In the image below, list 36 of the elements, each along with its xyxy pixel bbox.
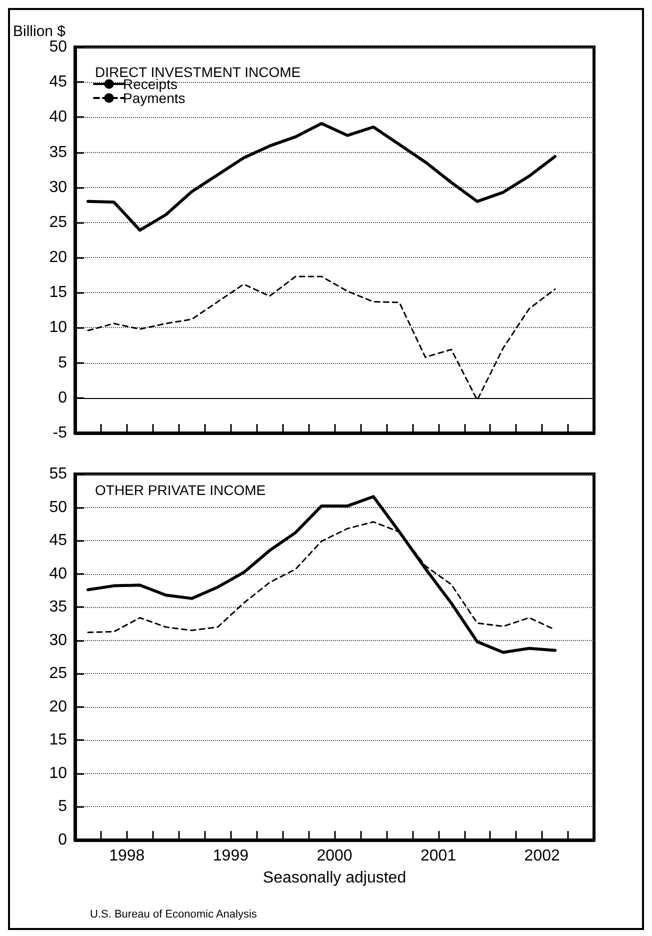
y-tick-label: -5 — [52, 424, 68, 442]
y-tick-label: 40 — [49, 565, 68, 582]
text: U.S. Bureau of Economic Analysis — [90, 908, 258, 920]
y-tick-label: 50 — [49, 38, 68, 56]
y-tick-label: 10 — [49, 764, 68, 782]
y-tick-label: 15 — [49, 732, 68, 749]
x-tick-label: 1999 — [212, 848, 249, 864]
x-tick-label: 2002 — [524, 848, 560, 864]
x-tick-label: 2001 — [420, 848, 456, 864]
x-axis-title: Seasonally adjusted — [262, 870, 406, 886]
y-tick-label: 0 — [58, 389, 68, 406]
y-tick-label: 15 — [49, 284, 68, 302]
y-tick-label: 20 — [49, 698, 68, 716]
y-axis-title: Billion $ — [13, 23, 66, 40]
y-tick-label: 35 — [49, 144, 68, 161]
y-tick-label: 0 — [58, 832, 68, 848]
y-tick-label: 35 — [49, 598, 68, 616]
y-tick-label: 50 — [49, 498, 68, 516]
y-tick-label: 25 — [49, 214, 68, 231]
y-tick-label: 20 — [49, 249, 68, 266]
line-series — [86, 495, 557, 654]
y-tick-label: 45 — [49, 532, 68, 550]
y-tick-label: 25 — [49, 665, 68, 682]
x-tick-label: 2000 — [316, 848, 352, 864]
text: OTHER PRIVATE INCOME — [95, 482, 266, 498]
legend-label: Payments — [123, 90, 186, 106]
x-tick-label: 1998 — [109, 848, 145, 864]
y-tick-label: 30 — [49, 632, 68, 649]
y-tick-label: 45 — [49, 74, 68, 91]
y-tick-label: 5 — [58, 354, 68, 372]
y-tick-label: 40 — [49, 108, 68, 126]
line-series — [86, 122, 557, 232]
y-tick-label: 5 — [58, 798, 68, 816]
y-tick-label: 10 — [49, 319, 68, 336]
y-tick-label: 30 — [49, 178, 68, 196]
y-tick-label: 55 — [49, 466, 68, 482]
